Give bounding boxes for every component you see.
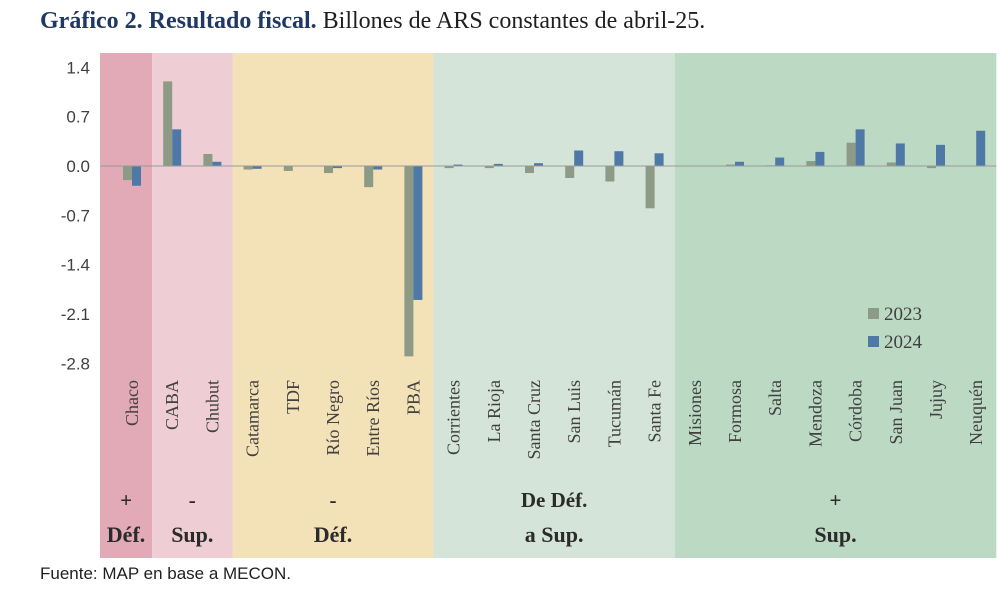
bar-2023-Corrientes (444, 166, 454, 169)
bar-2023-Chaco (123, 166, 132, 181)
legend-label-2023: 2023 (884, 304, 922, 325)
bar-2023-TDF (283, 166, 293, 171)
bar-2023-Chubut (203, 154, 213, 166)
bar-2024-Chaco (132, 166, 141, 186)
x-tick-label: Santa Fe (645, 380, 665, 443)
bar-2024-Entre Ríos (373, 166, 383, 170)
bar-2023-Catamarca (243, 166, 253, 170)
group-label-line1-2: - (330, 488, 337, 512)
chart-title: Gráfico 2. Resultado fiscal. Billones de… (40, 8, 705, 35)
group-label-line1-0: + (120, 488, 132, 512)
group-band-4 (674, 53, 997, 558)
x-tick-label: Formosa (725, 380, 745, 443)
bar-2023-Formosa (726, 164, 735, 166)
group-band-0 (100, 53, 153, 558)
y-tick-label: -2.1 (61, 305, 90, 324)
x-tick-label: Chubut (202, 380, 222, 433)
bar-2024-Corrientes (453, 164, 463, 166)
bar-2023-La Rioja (484, 166, 494, 169)
x-tick-label: Salta (765, 380, 785, 416)
x-tick-label: Neuquén (966, 380, 986, 445)
group-label-line1-3: De Déf. (521, 488, 587, 512)
x-tick-label: Chaco (122, 380, 142, 426)
group-label-line2-0: Déf. (107, 522, 145, 547)
y-tick-label: -0.7 (61, 206, 90, 225)
x-tick-label: Catamarca (243, 380, 263, 457)
x-tick-label: Entre Ríos (363, 380, 383, 457)
group-band-2 (232, 53, 434, 558)
bar-2023-PBA (404, 166, 414, 357)
x-tick-label: Tucumán (604, 380, 624, 447)
x-tick-label: CABA (162, 380, 182, 430)
bar-2024-Salta (775, 157, 785, 166)
bar-2024-Chubut (212, 161, 222, 166)
group-label-line1-1: - (189, 488, 196, 512)
bar-2024-Tucumán (614, 151, 624, 166)
bar-2024-Mendoza (815, 151, 825, 166)
bar-2024-Santa Fe (654, 153, 664, 166)
x-tick-label: Santa Cruz (524, 380, 544, 459)
y-tick-label: 1.4 (66, 58, 90, 77)
group-label-line2-1: Sup. (171, 522, 213, 547)
bar-2023-Santa Cruz (525, 166, 534, 174)
bar-2024-Santa Cruz (534, 163, 543, 166)
bar-2023-Jujuy (927, 166, 936, 169)
bar-2023-Córdoba (846, 142, 856, 166)
legend-label-2024: 2024 (884, 332, 923, 353)
x-tick-label: Mendoza (805, 380, 825, 447)
y-tick-label: 0.0 (66, 157, 90, 176)
bar-2024-Jujuy (936, 144, 945, 166)
bar-2024-San Juan (895, 143, 905, 166)
bar-2024-CABA (172, 129, 182, 166)
legend-swatch-2024 (868, 336, 879, 347)
bar-2023-CABA (163, 81, 173, 166)
bar-2024-Río Negro (333, 166, 342, 169)
bar-2023-Mendoza (806, 161, 816, 166)
bar-2024-Catamarca (252, 166, 262, 169)
bar-2023-Santa Fe (645, 166, 655, 209)
bar-2024-San Luis (574, 150, 584, 166)
chart-title-rest: Billones de ARS constantes de abril-25. (322, 8, 706, 34)
x-tick-label: Misiones (685, 380, 705, 446)
fiscal-result-chart: 1.4 0.7 0.0 -0.7 -1.4 -2.1 -2.8 Chaco CABA Chubu… (61, 53, 997, 558)
bar-2024-Córdoba (855, 129, 865, 166)
y-tick-label: -2.8 (61, 354, 90, 373)
bar-2023-Entre Ríos (364, 166, 374, 188)
x-tick-label: San Luis (564, 380, 584, 444)
bar-2023-Río Negro (324, 166, 333, 174)
bar-2023-Tucumán (605, 166, 615, 182)
x-tick-label: San Juan (886, 380, 906, 445)
bar-2024-PBA (413, 166, 423, 300)
x-tick-label: La Rioja (484, 380, 504, 442)
x-tick-label: TDF (283, 380, 303, 414)
source-note: Fuente: MAP en base a MECON. (40, 564, 292, 583)
y-tick-label: 0.7 (66, 108, 90, 127)
chart-title-bold: Gráfico 2. Resultado fiscal. (40, 8, 317, 34)
bar-2024-Formosa (735, 161, 744, 166)
group-label-line2-4: Sup. (814, 522, 856, 547)
x-tick-label: Córdoba (846, 380, 866, 442)
legend-swatch-2023 (868, 308, 879, 319)
x-tick-label: Jujuy (926, 380, 946, 419)
bar-2024-La Rioja (493, 163, 503, 166)
group-label-line2-2: Déf. (314, 522, 352, 547)
y-tick-label: -1.4 (61, 256, 90, 275)
bar-2024-Neuquén (976, 130, 986, 166)
bar-2023-San Luis (565, 166, 575, 178)
x-tick-label: Corrientes (444, 380, 464, 455)
bar-2023-San Juan (886, 162, 896, 166)
x-tick-label: Río Negro (323, 380, 343, 456)
group-band-3 (433, 53, 675, 558)
group-label-line2-3: a Sup. (525, 522, 584, 547)
x-tick-label: PBA (403, 380, 423, 415)
group-label-line1-4: + (830, 488, 842, 512)
